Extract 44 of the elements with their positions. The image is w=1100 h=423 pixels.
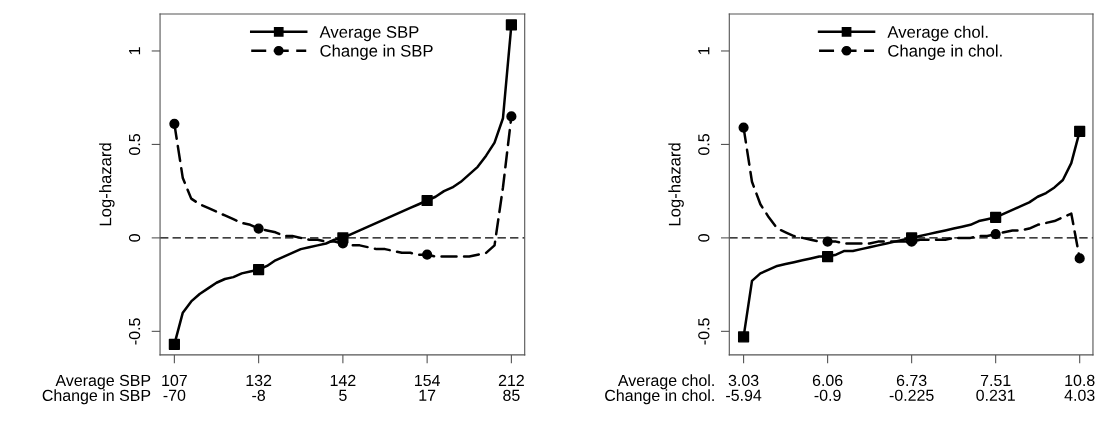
x-tick-label: 212 85 <box>498 374 524 401</box>
x-tick-label: 107 -70 <box>162 374 187 401</box>
point <box>253 264 265 276</box>
point <box>822 236 833 247</box>
point <box>168 338 180 351</box>
y-axis-title: Log-hazard <box>668 143 684 226</box>
legend-label: Average chol. <box>887 25 988 42</box>
y-tick-label: 1 <box>698 47 710 55</box>
point <box>1074 253 1085 264</box>
legend-label: Average SBP <box>319 26 419 42</box>
y-tick-label: 0.5 <box>698 133 710 155</box>
point <box>422 249 433 260</box>
x-tick-label: 6.06 -0.9 <box>812 374 843 401</box>
x-tick-label: 10.8 4.03 <box>1064 374 1095 401</box>
point <box>421 194 433 207</box>
text: Average chol. <box>617 374 714 390</box>
point <box>737 331 750 343</box>
x-tick-label: 154 17 <box>415 374 440 401</box>
point <box>822 250 834 263</box>
text: Change in SBP <box>42 389 151 405</box>
x-tick-label: 142 5 <box>330 374 356 401</box>
point <box>1074 125 1086 137</box>
y-axis-title: Log-hazard <box>99 143 115 226</box>
y-tick-label: -0.5 <box>128 318 141 345</box>
x-tick-label: 3.03 -5.94 <box>726 374 762 401</box>
legend-label: Change in chol. <box>888 44 1002 61</box>
y-tick-label: 0 <box>128 234 141 242</box>
y-tick-label: 1 <box>129 47 141 55</box>
point <box>253 223 264 234</box>
point <box>738 122 749 133</box>
text: Change in chol. <box>605 389 714 405</box>
y-tick-label: 0 <box>698 234 710 242</box>
point <box>506 111 517 122</box>
text: Average SBP <box>55 374 151 390</box>
x-tick-label: 6.73 -0.225 <box>889 374 934 401</box>
legend-label: Change in SBP <box>320 44 433 61</box>
y-tick-label: 0.5 <box>128 133 141 155</box>
point <box>990 229 1001 240</box>
x-tick-label: 132 -8 <box>246 374 272 401</box>
x-tick-label: 7.51 0.231 <box>976 374 1015 401</box>
point <box>505 19 517 31</box>
y-tick-label: -0.5 <box>698 318 710 345</box>
point <box>169 118 180 129</box>
point <box>990 211 1002 223</box>
